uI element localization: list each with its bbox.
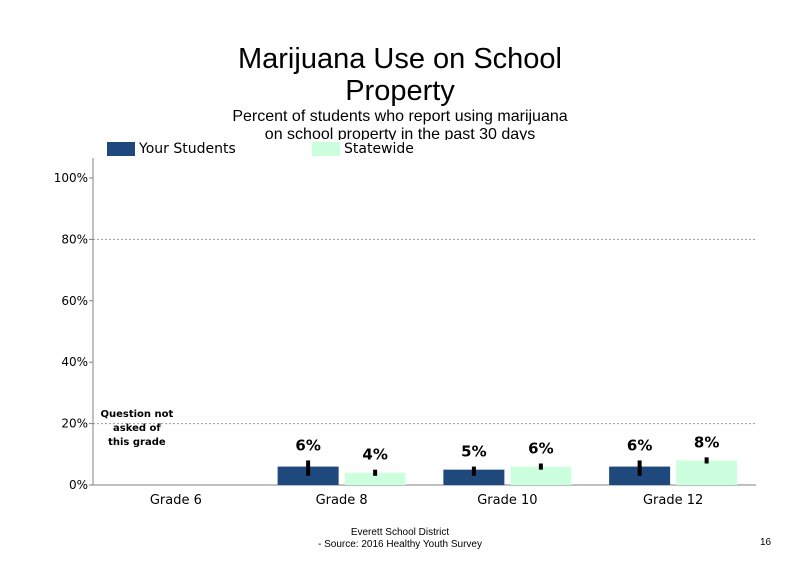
chart-title-line2: Property (345, 75, 455, 107)
page-number: 16 (760, 537, 772, 548)
data-label: 6% (627, 436, 652, 454)
legend-item-your-students: Your Students (107, 140, 236, 158)
y-tick-label: 100% (54, 171, 88, 185)
chart-subtitle-line2: on school property in the past 30 days (264, 126, 536, 140)
data-label: 5% (461, 443, 486, 461)
y-tick-label: 0% (69, 478, 88, 492)
legend-label-your-students: Your Students (139, 141, 236, 157)
legend-item-statewide: Statewide (312, 140, 414, 158)
x-tick-label: Grade 10 (477, 493, 537, 508)
data-label: 8% (694, 433, 719, 451)
footer-district: Everett School District (350, 527, 450, 538)
footer-source: - Source: 2016 Healthy Youth Survey (318, 539, 482, 550)
y-tick-label: 20% (61, 417, 88, 431)
x-tick-label: Grade 8 (316, 493, 368, 508)
y-tick-label: 80% (61, 232, 88, 246)
y-tick-label: 40% (61, 355, 88, 369)
chart-title-line1: Marijuana Use on School (237, 43, 562, 75)
bar-statewide (510, 466, 572, 485)
x-tick-label: Grade 6 (150, 493, 202, 508)
legend-swatch-your-students (107, 142, 135, 156)
annotation-question-not-asked: this grade (108, 437, 166, 448)
annotation-question-not-asked: Question not (100, 409, 173, 420)
x-tick-label: Grade 12 (643, 493, 703, 508)
bar-statewide (344, 472, 406, 485)
y-tick-label: 60% (61, 294, 88, 308)
annotation-question-not-asked: asked of (113, 423, 161, 434)
legend-label-statewide: Statewide (344, 141, 414, 157)
legend-swatch-statewide (312, 142, 340, 156)
data-label: 6% (528, 440, 553, 458)
data-label: 6% (295, 436, 320, 454)
bar-statewide (676, 460, 738, 485)
bar-your-students (443, 469, 505, 485)
chart-subtitle-line1: Percent of students who report using mar… (232, 108, 568, 125)
data-label: 4% (362, 446, 387, 464)
